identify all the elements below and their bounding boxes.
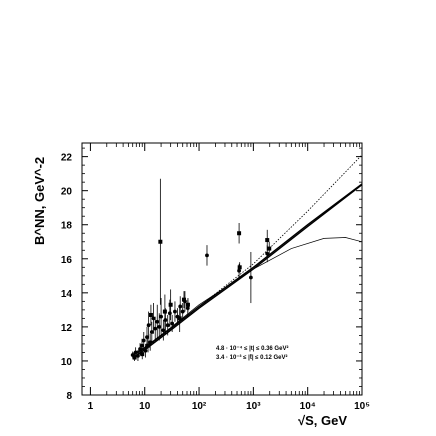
data-point-circle: [163, 318, 168, 322]
data-point-circle: [248, 275, 253, 280]
y-tick-label: 20: [61, 187, 73, 198]
data-point-square: [158, 239, 163, 244]
data-point-circle: [149, 330, 154, 334]
model-curve: [132, 183, 363, 356]
legend-line-2: 3.4 · 10⁻³ ≤ |t̄| ≤ 0.12 GeV²: [216, 354, 287, 361]
x-axis-title: √S, GeV: [298, 413, 347, 428]
model-curves: [132, 154, 363, 359]
y-tick-label: 12: [61, 323, 73, 334]
x-tick-label: 1: [88, 401, 94, 412]
data-point-circle: [140, 343, 144, 348]
data-point-circle: [157, 324, 162, 329]
y-tick-label: 18: [61, 221, 73, 232]
data-point-square: [146, 343, 151, 348]
y-tick-label: 14: [61, 289, 73, 300]
data-point-circle: [155, 319, 160, 324]
data-point-circle: [151, 316, 156, 321]
x-axis-ticks: 1 10 10² 10³ 10⁴ 10⁵: [88, 143, 370, 412]
data-point-square: [185, 302, 190, 307]
data-point-square: [181, 297, 186, 302]
y-tick-label: 16: [61, 255, 73, 266]
data-point-square: [265, 238, 270, 243]
data-point-circle: [159, 314, 163, 319]
data-point-square: [162, 309, 167, 314]
x-tick-label: 10³: [246, 401, 261, 412]
x-tick-label: 10: [139, 401, 151, 412]
data-point-circle: [146, 323, 151, 328]
data-points: [130, 231, 272, 360]
data-point-circle: [165, 323, 170, 328]
data-point-circle: [153, 326, 158, 331]
data-point-circle: [167, 311, 172, 316]
legend-line-1: 4.8 · 10⁻⁴ ≤ |t| ≤ 0.36 GeV²: [216, 345, 288, 352]
data-point-circle: [178, 304, 183, 309]
data-point-circle: [141, 338, 146, 343]
data-point-circle: [133, 350, 138, 355]
y-tick-label: 22: [61, 153, 73, 164]
y-axis-title: B^NN, GeV^-2: [32, 157, 47, 245]
x-tick-label: 10²: [192, 401, 207, 412]
data-point-square: [237, 265, 242, 270]
data-point-square: [132, 355, 137, 360]
x-tick-label: 10⁴: [300, 401, 316, 412]
data-point-circle: [148, 340, 153, 345]
x-tick-label: 10⁵: [354, 401, 370, 412]
plot-frame: [81, 142, 363, 396]
y-tick-label: 8: [66, 391, 72, 402]
data-point-circle: [185, 306, 190, 311]
data-point-circle: [237, 268, 241, 273]
data-point-circle: [205, 253, 209, 258]
data-point-circle: [170, 321, 175, 326]
data-point-square: [168, 302, 173, 307]
y-tick-label: 10: [61, 357, 73, 368]
model-curve: [132, 237, 363, 354]
y-axis-ticks: 8 10 12 14 16 18 20 22: [61, 147, 362, 402]
data-point-circle: [136, 353, 140, 358]
data-point-square: [237, 231, 242, 236]
data-point-circle: [180, 309, 185, 314]
data-point-circle: [145, 335, 149, 340]
data-point-circle: [161, 328, 166, 333]
data-point-circle: [265, 251, 270, 256]
data-point-circle: [143, 348, 148, 353]
data-point-square: [148, 312, 153, 317]
data-point-square: [267, 246, 272, 251]
data-point-square: [177, 316, 182, 321]
data-point-square: [140, 352, 145, 357]
data-point-circle: [173, 309, 177, 314]
data-point-circle: [138, 347, 142, 351]
